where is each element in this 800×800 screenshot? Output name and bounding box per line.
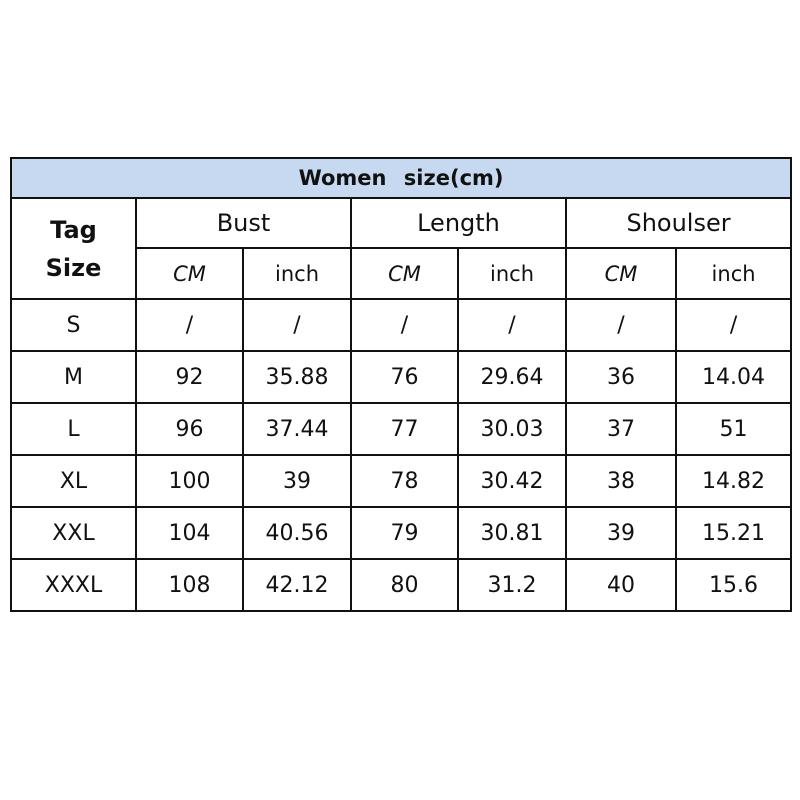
table-row: S / / / / / / (10, 298, 793, 352)
group-header-shoulder: Shoulser (564, 197, 793, 249)
tag-label: Tag (50, 215, 97, 244)
tag-size-header: Tag Size (10, 197, 137, 300)
size-cell: M (10, 350, 137, 404)
value-cell: 108 (135, 558, 244, 612)
size-cell: XXL (10, 506, 137, 560)
value-cell: 35.88 (242, 350, 352, 404)
size-chart-table: Women size(cm) Tag Size Bust Length Shou… (9, 157, 793, 612)
value-cell: 15.21 (674, 506, 793, 560)
size-cell: S (10, 298, 137, 352)
value-cell: 30.42 (457, 454, 567, 508)
table-title: Women size(cm) (9, 157, 793, 199)
value-cell: 29.64 (457, 350, 567, 404)
value-cell: 77 (350, 402, 459, 456)
size-label: Size (45, 253, 102, 282)
value-cell: 14.82 (674, 454, 793, 508)
value-cell: 39 (242, 454, 352, 508)
value-cell: / (242, 298, 352, 352)
unit-header: CM (565, 247, 677, 300)
value-cell: 76 (350, 350, 459, 404)
value-cell: 14.04 (674, 350, 793, 404)
table-row: XXXL 108 42.12 80 31.2 40 15.6 (10, 558, 793, 612)
value-cell: 104 (135, 506, 244, 560)
value-cell: 51 (674, 402, 793, 456)
value-cell: 42.12 (242, 558, 352, 612)
value-cell: 37 (565, 402, 677, 456)
value-cell: 15.6 (674, 558, 793, 612)
value-cell: 40.56 (242, 506, 352, 560)
unit-header: inch (242, 247, 352, 300)
value-cell: / (674, 298, 793, 352)
value-cell: 30.03 (457, 402, 567, 456)
value-cell: 79 (350, 506, 459, 560)
table-row: XXL 104 40.56 79 30.81 39 15.21 (10, 506, 793, 560)
unit-header: CM (135, 247, 244, 300)
value-cell: 92 (135, 350, 244, 404)
size-cell: L (10, 402, 137, 456)
value-cell: 30.81 (457, 506, 567, 560)
value-cell: 39 (565, 506, 677, 560)
table-row: XL 100 39 78 30.42 38 14.82 (10, 454, 793, 508)
table-row: M 92 35.88 76 29.64 36 14.04 (10, 350, 793, 404)
value-cell: 31.2 (457, 558, 567, 612)
value-cell: 100 (135, 454, 244, 508)
value-cell: 36 (565, 350, 677, 404)
group-header-length: Length (350, 197, 567, 249)
value-cell: / (135, 298, 244, 352)
group-header-bust: Bust (135, 197, 352, 249)
value-cell: / (350, 298, 459, 352)
unit-header: CM (350, 247, 459, 300)
value-cell: / (457, 298, 567, 352)
unit-header: inch (457, 247, 567, 300)
value-cell: / (565, 298, 677, 352)
value-cell: 38 (565, 454, 677, 508)
value-cell: 37.44 (242, 402, 352, 456)
value-cell: 80 (350, 558, 459, 612)
unit-header: inch (674, 247, 793, 300)
value-cell: 96 (135, 402, 244, 456)
table-row: L 96 37.44 77 30.03 37 51 (10, 402, 793, 456)
value-cell: 40 (565, 558, 677, 612)
value-cell: 78 (350, 454, 459, 508)
size-cell: XXXL (10, 558, 137, 612)
size-cell: XL (10, 454, 137, 508)
